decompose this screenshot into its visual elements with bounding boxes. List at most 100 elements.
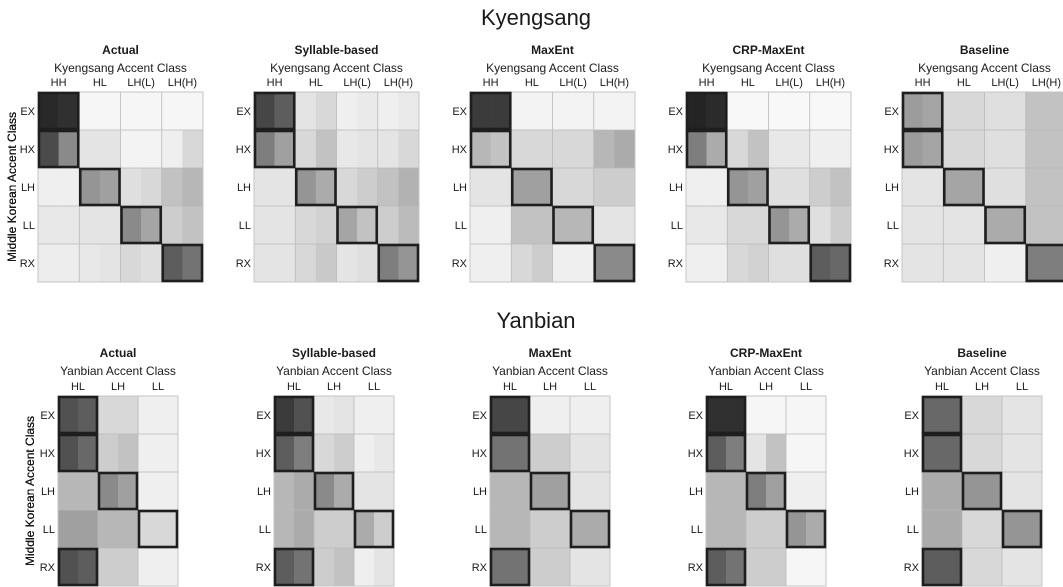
heatmap-cell [550,510,571,549]
heatmap-cell [727,130,749,169]
heatmap-cell [789,206,811,245]
heatmap-cell [470,206,491,245]
section-title-yanbian: Yanbian [496,308,575,333]
heatmap-cell [274,92,296,131]
heatmap-cell [58,244,80,283]
y-tick-label: LL [43,524,55,536]
heatmap-cell [943,92,965,131]
panel-title: Baseline [960,43,1010,57]
heatmap-cell [314,472,335,511]
heatmap-cell [510,396,531,435]
heatmap-cell [982,548,1003,587]
y-axis-label: Middle Korean Accent Class [23,416,37,566]
heatmap-cell [686,92,707,131]
y-tick-label: EX [20,106,35,118]
heatmap-cell [809,206,831,245]
heatmap-cell [295,92,317,131]
heatmap-cell [1046,130,1063,169]
heatmap-cell [1005,130,1027,169]
heatmap-cell [38,206,59,245]
y-tick-label: RX [452,258,468,270]
heatmap-cell [550,434,571,473]
heatmap-cell [470,130,491,169]
x-axis-label: Kyengsang Accent Class [702,61,835,75]
heatmap-panel: Actual Kyengsang Accent Class HH HL LH(L) LH(… [5,43,204,283]
heatmap-cell [573,168,595,207]
heatmap-cell [550,472,571,511]
heatmap-cell [295,168,317,207]
heatmap-cell [274,244,296,283]
heatmap-cell [806,548,827,587]
x-tick-label: LL [152,381,164,393]
heatmap-cell [943,168,965,207]
y-tick-label: LL [475,524,487,536]
heatmap-cell [984,92,1006,131]
heatmap-cell [78,472,99,511]
heatmap-cell [747,244,769,283]
heatmap-cell [254,244,275,283]
heatmap-cell [334,510,355,549]
heatmap-cell [138,548,159,587]
heatmap-cell [141,130,163,169]
plot-frame [37,91,204,283]
heatmap-cell [570,548,591,587]
highlight-box [705,433,747,473]
x-tick-label: LL [368,381,380,393]
heatmap-cell [943,244,965,283]
heatmap-cell [354,472,375,511]
heatmap-cell [593,168,615,207]
heatmap-cell [294,396,315,435]
heatmap-cell [510,434,531,473]
x-tick-label: LL [1016,381,1028,393]
highlight-box [489,547,531,587]
heatmap-cell [490,244,512,283]
heatmap-cell [357,168,379,207]
highlight-box [313,471,355,511]
y-tick-label: HX [452,144,468,156]
highlight-box [569,509,611,549]
heatmap-cell [161,130,183,169]
heatmap-cell [686,168,707,207]
heatmap-cell [922,244,944,283]
heatmap-cell [158,548,179,587]
plot-frame [705,395,827,587]
heatmap-cell [120,206,142,245]
heatmap-cell [614,168,636,207]
heatmap-cell [98,472,119,511]
highlight-box [785,509,827,549]
heatmap-cell [809,130,831,169]
heatmap-cell [573,244,595,283]
heatmap-cell [962,434,983,473]
highlight-box [1025,243,1063,283]
heatmap-cell [942,510,963,549]
heatmap-cell [809,92,831,131]
plot-frame [253,91,420,283]
heatmap-cell [78,434,99,473]
heatmap-cell [377,168,399,207]
highlight-box [921,433,963,473]
highlight-box [377,243,420,283]
x-tick-label: HL [525,77,539,89]
section-title-kyengsang: Kyengsang [481,5,591,30]
heatmap-cell [531,130,553,169]
heatmap-cell [531,244,553,283]
heatmap-cell [590,472,611,511]
heatmap-cell [593,92,615,131]
heatmap-cell [354,434,375,473]
x-tick-label: LH(H) [600,77,629,89]
heatmap-cell [590,396,611,435]
highlight-box [120,205,163,245]
heatmap-cell [1046,206,1063,245]
y-tick-label: LL [691,524,703,536]
heatmap-cell [511,92,533,131]
heatmap-cell [593,206,615,245]
y-tick-label: EX [668,106,683,118]
heatmap-cell [354,510,375,549]
heatmap-cell [58,130,80,169]
y-tick-label: RX [668,258,684,270]
heatmap-cell [357,130,379,169]
heatmap-cell [78,548,99,587]
x-tick-label: HL [71,381,85,393]
highlight-box [809,243,852,283]
